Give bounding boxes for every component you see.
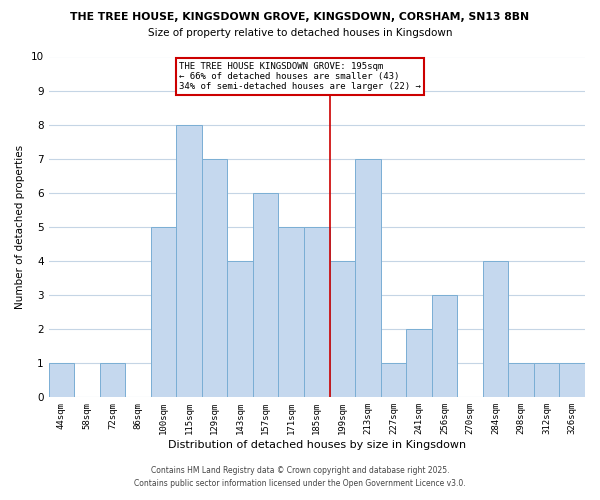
Bar — [559, 363, 585, 398]
Bar — [432, 295, 457, 398]
Bar — [329, 261, 355, 398]
Bar — [508, 363, 534, 398]
Bar — [49, 363, 74, 398]
Bar — [278, 227, 304, 398]
Bar — [406, 329, 432, 398]
Bar — [380, 363, 406, 398]
Text: THE TREE HOUSE, KINGSDOWN GROVE, KINGSDOWN, CORSHAM, SN13 8BN: THE TREE HOUSE, KINGSDOWN GROVE, KINGSDO… — [70, 12, 530, 22]
Bar — [202, 159, 227, 398]
X-axis label: Distribution of detached houses by size in Kingsdown: Distribution of detached houses by size … — [168, 440, 466, 450]
Text: THE TREE HOUSE KINGSDOWN GROVE: 195sqm
← 66% of detached houses are smaller (43): THE TREE HOUSE KINGSDOWN GROVE: 195sqm ←… — [179, 62, 421, 92]
Bar — [176, 124, 202, 398]
Bar — [100, 363, 125, 398]
Text: Size of property relative to detached houses in Kingsdown: Size of property relative to detached ho… — [148, 28, 452, 38]
Bar — [151, 227, 176, 398]
Bar — [227, 261, 253, 398]
Bar — [355, 159, 380, 398]
Y-axis label: Number of detached properties: Number of detached properties — [15, 145, 25, 309]
Bar — [253, 193, 278, 398]
Bar — [304, 227, 329, 398]
Bar — [483, 261, 508, 398]
Bar — [534, 363, 559, 398]
Text: Contains HM Land Registry data © Crown copyright and database right 2025.
Contai: Contains HM Land Registry data © Crown c… — [134, 466, 466, 487]
